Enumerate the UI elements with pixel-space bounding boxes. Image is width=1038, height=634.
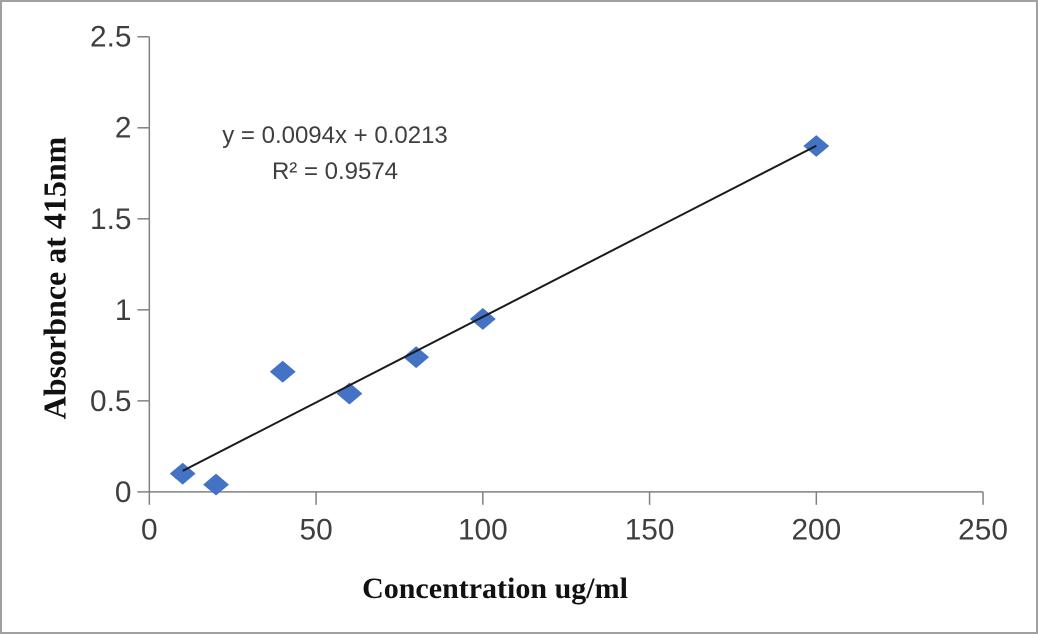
data-point bbox=[403, 346, 430, 369]
trendline bbox=[182, 144, 817, 472]
data-point bbox=[269, 360, 296, 383]
r-squared-line: R² = 0.9574 bbox=[271, 158, 399, 185]
data-point bbox=[203, 473, 229, 496]
y-tick-label: 2 bbox=[115, 112, 132, 145]
x-axis-title: Concentration ug/ml bbox=[362, 572, 628, 605]
y-tick-label: 0.5 bbox=[90, 385, 131, 418]
x-tick-label: 200 bbox=[791, 514, 841, 547]
x-tick-label: 150 bbox=[625, 514, 675, 547]
x-tick-label: 0 bbox=[141, 514, 158, 547]
y-tick-label: 0 bbox=[115, 476, 132, 509]
x-tick-label: 250 bbox=[958, 514, 1008, 547]
x-tick-label: 100 bbox=[458, 514, 508, 547]
trendline-annotation: y = 0.0094x + 0.0213 R² = 0.9574 bbox=[222, 118, 448, 190]
x-tick-label: 50 bbox=[300, 514, 333, 547]
y-tick-label: 1 bbox=[115, 294, 132, 327]
y-axis-title: Absorbnce at 415nm bbox=[36, 136, 73, 420]
y-tick-label: 2.5 bbox=[90, 21, 131, 54]
equation-line: y = 0.0094x + 0.0213 bbox=[222, 122, 448, 149]
y-tick-label: 1.5 bbox=[90, 203, 131, 236]
